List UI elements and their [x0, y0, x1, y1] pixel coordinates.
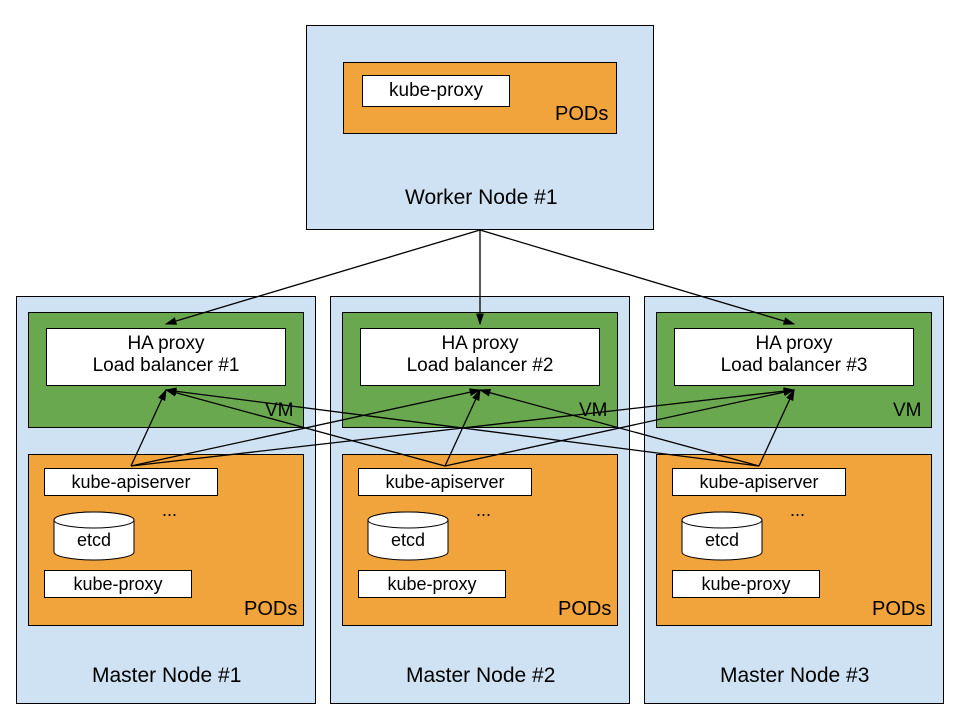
master-2-vm-label: VM — [579, 400, 608, 422]
master-2-ha-line2: Load balancer #2 — [407, 355, 554, 376]
master-3-kube-proxy: kube-proxy — [672, 570, 820, 598]
master-2-kube-proxy: kube-proxy — [358, 570, 506, 598]
master-3-api: kube-apiserver — [672, 468, 846, 496]
master-1-kube-proxy: kube-proxy — [44, 570, 192, 598]
master-2-etcd-icon: etcd — [366, 510, 456, 564]
master-2-ha: HA proxy Load balancer #2 — [360, 328, 600, 386]
master-2-etcd-label: etcd — [391, 530, 425, 550]
master-3-etcd-label: etcd — [705, 530, 739, 550]
worker-node-label: Worker Node #1 — [405, 186, 558, 210]
master-1-pods-label: PODs — [244, 598, 297, 621]
master-3-etcd-icon: etcd — [680, 510, 770, 564]
master-1-etcd-label: etcd — [77, 530, 111, 550]
master-3-ellipsis: ... — [790, 500, 805, 521]
master-3-ha-line1: HA proxy — [755, 333, 832, 354]
master-2-ellipsis: ... — [476, 500, 491, 521]
master-1-ha-line1: HA proxy — [127, 333, 204, 354]
master-3-ha-line2: Load balancer #3 — [721, 355, 868, 376]
master-3-pods-label: PODs — [872, 598, 925, 621]
master-2-label: Master Node #2 — [406, 664, 555, 688]
master-2-api: kube-apiserver — [358, 468, 532, 496]
master-2-pods-label: PODs — [558, 598, 611, 621]
master-1-etcd-icon: etcd — [52, 510, 142, 564]
master-2-ha-line1: HA proxy — [441, 333, 518, 354]
master-3-vm-label: VM — [893, 400, 922, 422]
master-1-ha-line2: Load balancer #1 — [93, 355, 240, 376]
master-1-ellipsis: ... — [162, 500, 177, 521]
worker-pods-label: PODs — [555, 103, 608, 126]
master-1-api: kube-apiserver — [44, 468, 218, 496]
master-3-label: Master Node #3 — [720, 664, 869, 688]
worker-kube-proxy: kube-proxy — [362, 75, 510, 107]
master-1-vm-label: VM — [265, 400, 294, 422]
master-1-label: Master Node #1 — [92, 664, 241, 688]
master-1-ha: HA proxy Load balancer #1 — [46, 328, 286, 386]
master-3-ha: HA proxy Load balancer #3 — [674, 328, 914, 386]
